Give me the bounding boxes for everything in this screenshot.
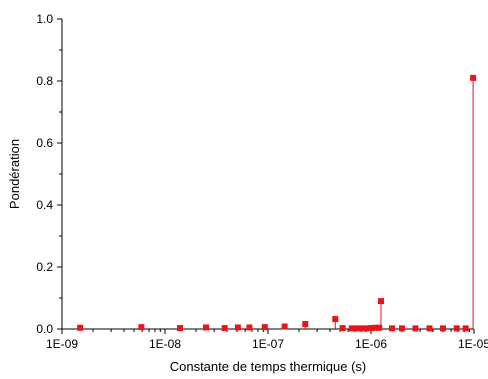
data-point-marker: [412, 325, 419, 332]
data-point-marker: [332, 316, 339, 323]
data-point-marker: [376, 324, 383, 331]
data-point-marker: [399, 325, 406, 332]
data-point-marker: [359, 325, 366, 332]
data-point-marker: [377, 298, 384, 305]
y-tick-label: 0.4: [36, 198, 53, 212]
data-point-marker: [77, 324, 84, 331]
data-point-marker: [302, 321, 309, 328]
data-point-marker: [389, 325, 396, 332]
data-point-marker: [368, 325, 374, 332]
y-axis-ticks: 0.0 0.2 0.4 0.6 0.8 1.0: [36, 12, 62, 336]
data-point-marker: [439, 325, 446, 332]
data-point-marker: [348, 325, 355, 332]
x-axis-ticks: 1E-09 1E-08 1E-07 1E-06 1E-05: [46, 329, 488, 351]
data-point-marker: [177, 325, 184, 332]
data-stems: [79, 77, 474, 329]
data-point-marker: [470, 74, 477, 81]
data-point-marker: [202, 324, 209, 331]
x-tick-label: 1E-05: [458, 337, 488, 351]
data-markers: [77, 74, 477, 332]
data-point-marker: [426, 325, 433, 332]
data-point-marker: [462, 325, 469, 332]
y-axis-title: Pondération: [7, 139, 22, 209]
y-tick-label: 0.8: [36, 74, 53, 88]
data-point-marker: [453, 325, 460, 332]
y-tick-label: 0.6: [36, 136, 53, 150]
data-point-marker: [372, 324, 379, 331]
data-point-marker: [138, 324, 145, 331]
y-tick-label: 0.0: [36, 322, 53, 336]
x-tick-label: 1E-09: [46, 337, 78, 351]
data-point-marker: [261, 324, 268, 331]
x-tick-label: 1E-06: [355, 337, 387, 351]
x-tick-label: 1E-08: [149, 337, 181, 351]
data-point-marker: [363, 325, 370, 332]
plot-frame: [61, 19, 474, 330]
y-tick-label: 1.0: [36, 12, 53, 26]
data-point-marker: [234, 324, 241, 331]
data-point-marker: [246, 324, 253, 331]
data-point-marker: [221, 325, 228, 332]
data-point-marker: [353, 325, 360, 332]
x-axis-title: Constante de temps thermique (s): [170, 359, 367, 374]
x-tick-label: 1E-07: [252, 337, 284, 351]
data-point-marker: [281, 323, 288, 330]
data-point-marker: [339, 325, 346, 332]
y-tick-label: 0.2: [36, 260, 53, 274]
